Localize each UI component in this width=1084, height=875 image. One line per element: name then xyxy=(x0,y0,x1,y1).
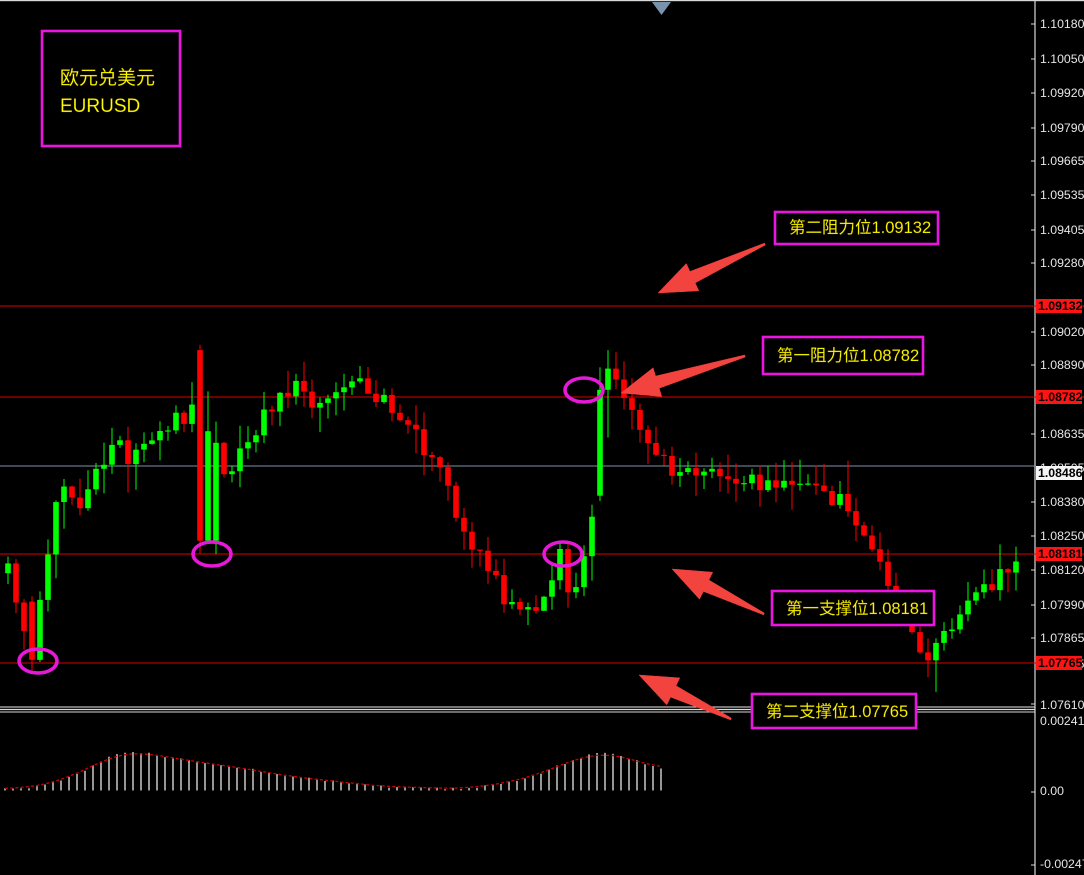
svg-text:1.08181: 1.08181 xyxy=(1038,547,1083,561)
svg-text:第二支撑位1.07765: 第二支撑位1.07765 xyxy=(766,702,908,721)
svg-text:1.08782: 1.08782 xyxy=(1038,390,1083,404)
svg-text:1.09132: 1.09132 xyxy=(1038,299,1083,313)
svg-text:欧元兑美元: 欧元兑美元 xyxy=(60,67,155,89)
svg-text:1.09920: 1.09920 xyxy=(1040,86,1084,100)
svg-text:1.09405: 1.09405 xyxy=(1040,223,1084,237)
svg-text:0.002418: 0.002418 xyxy=(1040,714,1084,728)
svg-text:1.08120: 1.08120 xyxy=(1040,563,1084,577)
svg-text:1.08635: 1.08635 xyxy=(1040,427,1084,441)
svg-text:1.09535: 1.09535 xyxy=(1040,188,1084,202)
svg-text:EURUSD: EURUSD xyxy=(60,96,140,117)
svg-text:1.07990: 1.07990 xyxy=(1040,598,1084,612)
svg-text:1.08250: 1.08250 xyxy=(1040,529,1084,543)
svg-text:第二阻力位1.09132: 第二阻力位1.09132 xyxy=(789,218,931,237)
svg-text:-0.002471: -0.002471 xyxy=(1040,857,1084,871)
svg-text:1.08380: 1.08380 xyxy=(1040,495,1084,509)
svg-text:1.10050: 1.10050 xyxy=(1040,52,1084,66)
svg-text:1.09280: 1.09280 xyxy=(1040,256,1084,270)
svg-text:1.09790: 1.09790 xyxy=(1040,121,1084,135)
svg-text:1.07610: 1.07610 xyxy=(1040,698,1084,712)
svg-text:1.10180: 1.10180 xyxy=(1040,17,1084,31)
svg-text:第一阻力位1.08782: 第一阻力位1.08782 xyxy=(777,346,919,365)
svg-text:1.08890: 1.08890 xyxy=(1040,358,1084,372)
svg-text:1.07765: 1.07765 xyxy=(1038,656,1083,670)
svg-text:1.07865: 1.07865 xyxy=(1040,631,1084,645)
svg-text:1.09020: 1.09020 xyxy=(1040,325,1084,339)
svg-text:0.00: 0.00 xyxy=(1040,784,1064,798)
svg-text:1.08486: 1.08486 xyxy=(1038,466,1083,480)
svg-text:1.09665: 1.09665 xyxy=(1040,154,1084,168)
svg-text:第一支撑位1.08181: 第一支撑位1.08181 xyxy=(786,599,928,618)
